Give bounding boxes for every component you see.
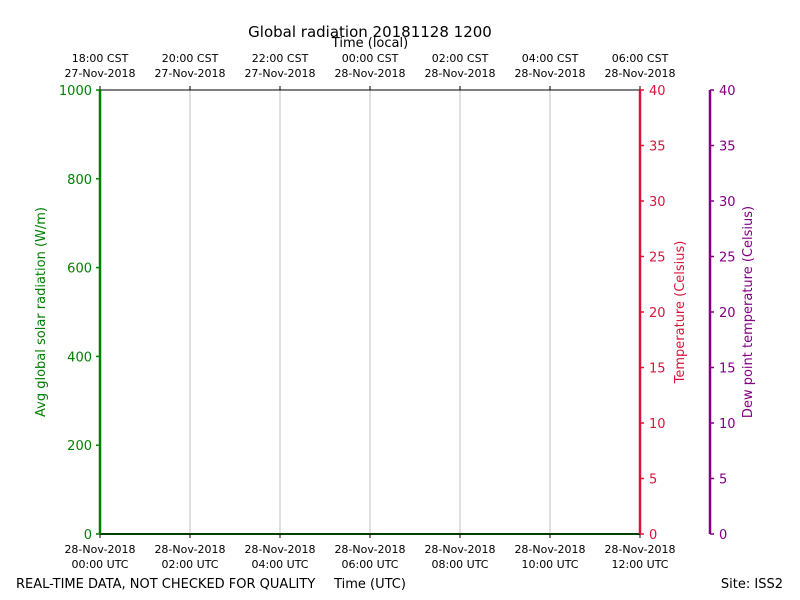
y-tick-label: 800 (67, 173, 92, 188)
top-tick-label-date: 28-Nov-2018 (604, 67, 675, 80)
y-right-tick-label: 0 (649, 528, 657, 543)
top-axis-ticks: 18:00 CST 27-Nov-2018 20:00 CST 27-Nov-2018… (64, 52, 676, 90)
top-tick-label-date: 28-Nov-2018 (514, 67, 585, 80)
y-tick-label: 400 (67, 350, 92, 365)
y-right-tick-label: 40 (649, 84, 666, 99)
top-tick-label-time: 18:00 CST (72, 52, 129, 65)
top-tick-label-date: 27-Nov-2018 (64, 67, 135, 80)
y-far-right-tick-label: 35 (719, 140, 736, 155)
bottom-axis-ticks: 28-Nov-2018 00:00 UTC 28-Nov-2018 02:00 UTC… (64, 534, 676, 571)
y-right-tick-label: 30 (649, 195, 666, 210)
x-tick-label-time: 00:00 UTC (71, 558, 128, 571)
y-tick-label: 200 (67, 439, 92, 454)
top-tick-label-date: 28-Nov-2018 (424, 67, 495, 80)
x-tick-label-date: 28-Nov-2018 (244, 543, 315, 556)
y-far-right-tick-label: 25 (719, 251, 736, 266)
x-tick-label-time: 02:00 UTC (161, 558, 218, 571)
y-far-right-tick-label: 15 (719, 362, 736, 377)
top-tick-label-date: 27-Nov-2018 (244, 67, 315, 80)
top-tick-label-time: 22:00 CST (252, 52, 309, 65)
y-right-tick-label: 25 (649, 251, 666, 266)
x-tick-label-time: 08:00 UTC (431, 558, 488, 571)
y-far-right-tick-label: 10 (719, 417, 736, 432)
y-far-right-tick-label: 5 (719, 473, 727, 488)
y-far-right-tick-label: 0 (719, 528, 727, 543)
right-axis-ticks: 0 5 10 15 20 25 30 35 40 (640, 84, 666, 543)
top-tick-label-time: 02:00 CST (432, 52, 489, 65)
top-axis-label: Time (local) (331, 36, 408, 51)
left-axis-ticks: 0 200 400 600 800 1000 (59, 84, 100, 543)
x-tick-label-date: 28-Nov-2018 (514, 543, 585, 556)
top-tick-label-time: 04:00 CST (522, 52, 579, 65)
x-tick-label-time: 12:00 UTC (611, 558, 668, 571)
y-right-tick-label: 10 (649, 417, 666, 432)
chart-title: Global radiation 20181128 1200 (248, 23, 492, 41)
top-tick-label-time: 20:00 CST (162, 52, 219, 65)
x-tick-label-date: 28-Nov-2018 (64, 543, 135, 556)
x-tick-label-date: 28-Nov-2018 (604, 543, 675, 556)
y-far-right-tick-label: 20 (719, 306, 736, 321)
quality-disclaimer: REAL-TIME DATA, NOT CHECKED FOR QUALITY (16, 577, 315, 592)
grid (189, 90, 551, 534)
x-axis-label: Time (UTC) (333, 577, 406, 592)
y-right-tick-label: 20 (649, 306, 666, 321)
y-tick-label: 1000 (59, 84, 92, 99)
y-axis-right-label: Temperature (Celsius) (673, 241, 688, 385)
x-tick-label-time: 06:00 UTC (341, 558, 398, 571)
x-tick-label-time: 04:00 UTC (251, 558, 308, 571)
y-tick-label: 600 (67, 262, 92, 277)
y-right-tick-label: 15 (649, 362, 666, 377)
x-tick-label-date: 28-Nov-2018 (424, 543, 495, 556)
y-far-right-tick-label: 40 (719, 84, 736, 99)
far-right-axis-ticks: 0 5 10 15 20 25 30 35 40 (710, 84, 736, 543)
top-tick-label-time: 06:00 CST (612, 52, 669, 65)
top-tick-label-time: 00:00 CST (342, 52, 399, 65)
x-tick-label-date: 28-Nov-2018 (154, 543, 225, 556)
y-far-right-tick-label: 30 (719, 195, 736, 210)
top-tick-label-date: 28-Nov-2018 (334, 67, 405, 80)
y-axis-far-right-label: Dew point temperature (Celsius) (741, 206, 756, 418)
y-right-tick-label: 5 (649, 473, 657, 488)
x-tick-label-time: 10:00 UTC (521, 558, 578, 571)
top-tick-label-date: 27-Nov-2018 (154, 67, 225, 80)
site-label: Site: ISS2 (721, 577, 783, 592)
y-right-tick-label: 35 (649, 140, 666, 155)
y-tick-label: 0 (84, 528, 92, 543)
x-tick-label-date: 28-Nov-2018 (334, 543, 405, 556)
y-axis-label: Avg global solar radiation (W/m) (34, 207, 49, 417)
